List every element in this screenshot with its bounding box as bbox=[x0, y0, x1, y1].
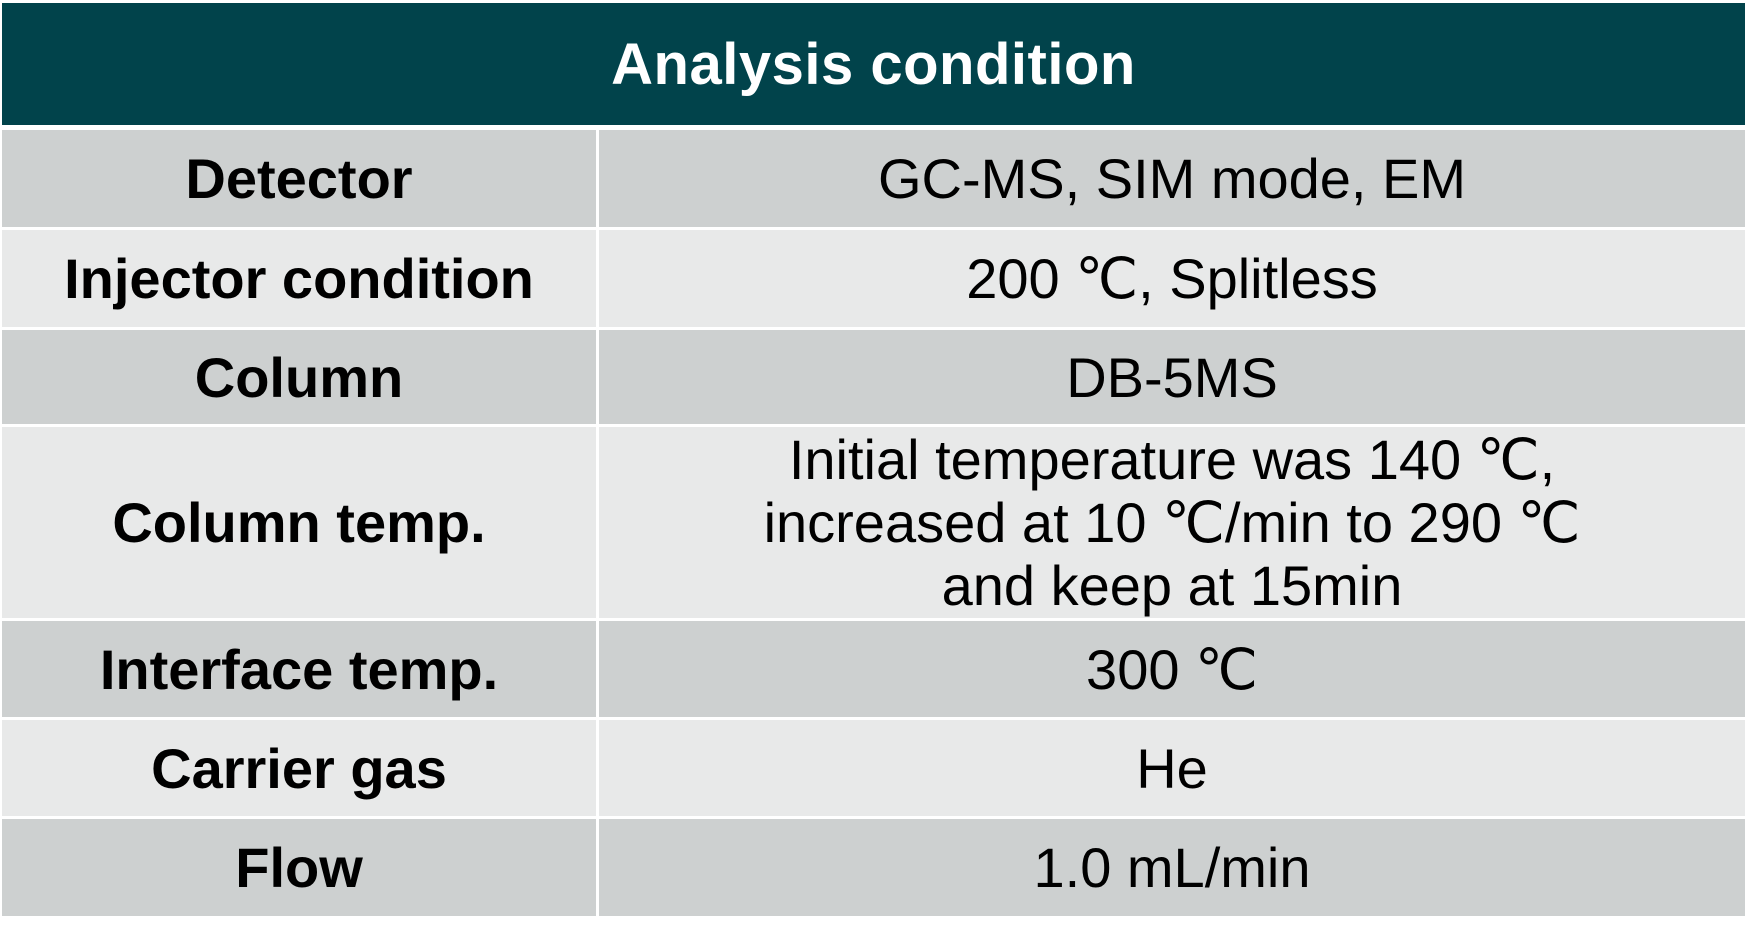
row-label: Column temp. bbox=[2, 427, 599, 618]
row-value: DB-5MS bbox=[1066, 345, 1278, 409]
row-value: Initial temperature was 140 ℃, increased… bbox=[763, 428, 1581, 617]
table-row: Column DB-5MS bbox=[2, 330, 1745, 427]
row-value: GC-MS, SIM mode, EM bbox=[877, 147, 1467, 210]
row-value: He bbox=[1136, 736, 1208, 800]
row-label: Column bbox=[2, 330, 599, 424]
table-row: Injector condition 200 ℃, Splitless bbox=[2, 230, 1745, 330]
table-row: Detector GC-MS, SIM mode, EM bbox=[2, 130, 1745, 230]
row-value: 300 ℃ bbox=[1086, 637, 1258, 701]
table-row: Flow 1.0 mL/min bbox=[2, 819, 1745, 916]
row-label: Interface temp. bbox=[2, 621, 599, 717]
row-value: 1.0 mL/min bbox=[1033, 836, 1311, 899]
row-label: Detector bbox=[2, 130, 599, 227]
header-divider bbox=[2, 125, 1745, 130]
row-value: 200 ℃, Splitless bbox=[966, 247, 1378, 310]
row-label: Flow bbox=[2, 819, 599, 916]
analysis-condition-table: Analysis condition Detector GC-MS, SIM m… bbox=[2, 3, 1745, 916]
table-row: Carrier gas He bbox=[2, 720, 1745, 819]
table-row: Column temp. Initial temperature was 140… bbox=[2, 427, 1745, 621]
table-title: Analysis condition bbox=[2, 3, 1745, 125]
table-row: Interface temp. 300 ℃ bbox=[2, 621, 1745, 720]
row-label: Carrier gas bbox=[2, 720, 599, 816]
row-label: Injector condition bbox=[2, 230, 599, 327]
